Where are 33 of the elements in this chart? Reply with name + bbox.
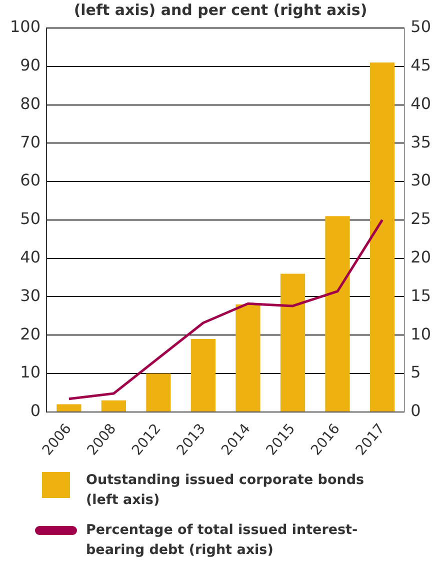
y2-tick-label: 15 bbox=[410, 286, 431, 305]
y2-tick-label: 50 bbox=[410, 17, 431, 36]
y-tick-label: 40 bbox=[20, 248, 41, 266]
y-tick-label: 90 bbox=[20, 56, 41, 75]
y-tick-label: 60 bbox=[20, 170, 41, 190]
y2-tick-label: 25 bbox=[410, 209, 431, 228]
y-tick-label: 70 bbox=[20, 132, 41, 152]
bar bbox=[236, 304, 260, 412]
y2-tick-label: 5 bbox=[410, 362, 421, 382]
bar bbox=[280, 274, 306, 412]
legend-label: Percentage of total issued interest-bearing debt (right axis) bbox=[86, 521, 359, 560]
chart-title: (left axis) and per cent (right axis) bbox=[74, 0, 368, 19]
y-tick-label: 20 bbox=[20, 324, 41, 344]
bar bbox=[146, 374, 171, 412]
y-tick-label: 50 bbox=[20, 209, 41, 228]
y2-tick-label: 30 bbox=[410, 170, 431, 190]
y2-tick-label: 45 bbox=[410, 56, 431, 75]
y2-tick-label: 0 bbox=[410, 401, 421, 420]
y2-tick-label: 10 bbox=[410, 324, 431, 344]
bar bbox=[190, 338, 216, 412]
bar bbox=[56, 404, 82, 412]
y-tick-label: 30 bbox=[20, 286, 41, 305]
legend-label: Outstanding issued corporate bonds (left axis) bbox=[86, 471, 366, 510]
bar bbox=[370, 62, 395, 412]
y-tick-label: 100 bbox=[10, 17, 41, 36]
bar bbox=[101, 400, 126, 412]
y-tick-label: 10 bbox=[20, 362, 41, 382]
y2-tick-label: 40 bbox=[410, 94, 431, 113]
bar bbox=[325, 216, 350, 412]
y2-tick-label: 20 bbox=[410, 248, 431, 266]
y2-tick-label: 35 bbox=[410, 132, 431, 152]
y-tick-label: 0 bbox=[30, 401, 41, 420]
y-tick-label: 80 bbox=[20, 94, 41, 113]
